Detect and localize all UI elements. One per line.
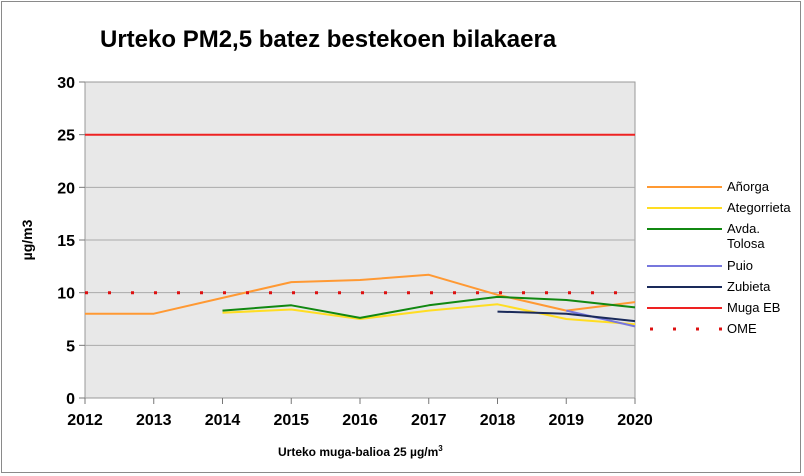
x-tick-label: 2014 xyxy=(205,412,241,429)
legend-label: Muga EB xyxy=(727,300,781,315)
y-tick-label: 5 xyxy=(66,338,75,355)
x-tick-label: 2019 xyxy=(548,412,584,429)
x-tick-label: 2016 xyxy=(342,412,378,429)
y-tick-label: 20 xyxy=(57,180,75,197)
series-line-puio xyxy=(566,309,636,328)
y-tick-label: 30 xyxy=(57,75,75,92)
series-line-ategorrieta xyxy=(222,303,636,326)
x-tick-label: 2015 xyxy=(273,412,309,429)
y-tick-label: 0 xyxy=(66,391,75,408)
series-line-añorga xyxy=(85,273,636,315)
axes: 0 5 10 15 20 25 30 2012 2013 2014 2015 2016 2017 2018… xyxy=(57,75,653,429)
legend-label: Puio xyxy=(727,258,754,273)
legend-label: Ategorrieta xyxy=(727,200,791,215)
x-tick-label: 2020 xyxy=(617,412,653,429)
y-tick-label: 10 xyxy=(57,286,75,303)
series-lines xyxy=(85,133,636,328)
series-line-avda-tolosa xyxy=(222,295,636,319)
legend-label: Avda. Tolosa xyxy=(727,221,765,251)
x-tick-label: 2017 xyxy=(411,412,447,429)
x-tick-label: 2018 xyxy=(480,412,516,429)
x-axis-caption-text: Urteko muga-balioa 25 µg/m xyxy=(278,445,439,459)
y-tick-label: 15 xyxy=(57,233,75,250)
chart-title: Urteko PM2,5 batez bestekoen bilakaera xyxy=(100,26,557,53)
x-tick-label: 2013 xyxy=(136,412,172,429)
legend-label: OME xyxy=(727,321,757,336)
x-tick-label: 2012 xyxy=(67,412,103,429)
y-axis-label: µg/m3 xyxy=(19,219,35,261)
legend-label: Añorga xyxy=(727,179,769,194)
y-tick-label: 25 xyxy=(57,128,75,145)
series-line-zubieta xyxy=(497,310,636,323)
legend-label: Zubieta xyxy=(727,279,771,294)
x-axis-caption-superscript: 3 xyxy=(438,444,443,453)
x-axis-caption: Urteko muga-balioa 25 µg/m3 xyxy=(278,444,443,459)
legend xyxy=(647,186,722,331)
